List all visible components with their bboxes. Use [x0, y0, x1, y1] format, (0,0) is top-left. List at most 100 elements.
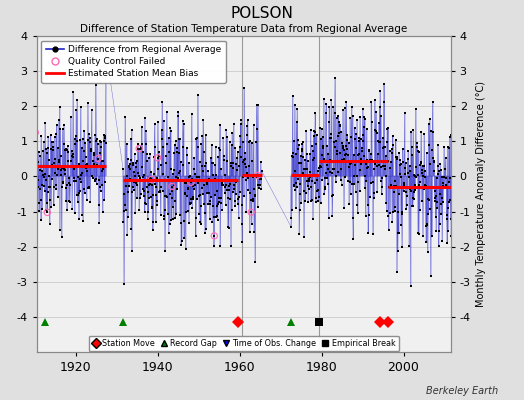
Point	[369, 190, 378, 196]
Point	[189, 196, 198, 202]
Point	[417, 159, 425, 165]
Point	[410, 196, 418, 203]
Point	[296, 181, 304, 188]
Point	[406, 186, 414, 192]
Point	[422, 150, 431, 157]
Point	[80, 148, 88, 155]
Point	[354, 178, 362, 185]
Point	[136, 174, 144, 181]
Point	[128, 247, 136, 254]
Point	[33, 191, 41, 197]
Point	[52, 122, 61, 128]
Point	[93, 181, 101, 187]
Point	[344, 152, 352, 158]
Point	[174, 170, 183, 176]
Point	[394, 248, 402, 254]
Point	[419, 173, 428, 180]
Point	[294, 176, 302, 182]
Point	[394, 209, 402, 215]
Point	[376, 139, 384, 146]
Point	[427, 272, 435, 279]
Point	[208, 160, 216, 166]
Point	[215, 147, 224, 153]
Point	[324, 150, 332, 157]
Point	[201, 230, 209, 236]
Point	[236, 120, 245, 127]
Point	[334, 119, 343, 125]
Point	[253, 126, 261, 132]
Point	[448, 172, 456, 178]
Point	[67, 163, 75, 169]
Point	[359, 138, 367, 144]
Point	[323, 181, 332, 187]
Point	[121, 114, 129, 120]
Point	[225, 183, 234, 189]
Point	[86, 135, 94, 141]
Point	[57, 171, 65, 178]
Point	[224, 225, 233, 232]
Point	[396, 157, 405, 164]
Point	[341, 174, 350, 180]
Point	[48, 139, 56, 145]
Point	[80, 127, 89, 134]
Point	[143, 158, 151, 164]
Point	[175, 136, 183, 142]
Point	[412, 164, 421, 170]
Point	[436, 161, 444, 167]
Point	[255, 184, 263, 191]
Point	[74, 192, 82, 198]
Point	[170, 166, 178, 173]
Point	[257, 175, 265, 182]
Point	[354, 210, 362, 217]
Point	[353, 172, 361, 179]
Point	[67, 148, 75, 155]
Point	[245, 138, 254, 145]
Point	[165, 149, 173, 155]
Point	[178, 178, 187, 184]
Point	[401, 165, 409, 172]
Point	[385, 164, 394, 171]
Point	[242, 209, 250, 216]
Point	[250, 228, 258, 235]
Point	[60, 140, 69, 147]
Point	[210, 243, 218, 249]
Point	[211, 162, 219, 169]
Point	[184, 185, 192, 192]
Point	[137, 145, 145, 152]
Point	[323, 143, 332, 150]
Point	[81, 140, 90, 146]
Point	[287, 215, 296, 221]
Point	[73, 97, 82, 104]
Point	[97, 144, 105, 150]
Point	[38, 206, 47, 212]
Point	[311, 129, 319, 136]
Point	[76, 136, 84, 143]
Point	[331, 75, 340, 81]
Point	[219, 135, 227, 142]
Point	[179, 162, 188, 169]
Point	[287, 224, 296, 230]
Point	[402, 206, 410, 212]
Point	[302, 128, 310, 134]
Point	[232, 179, 241, 185]
Point	[101, 179, 109, 185]
Point	[141, 201, 150, 207]
Point	[203, 179, 211, 186]
Point	[79, 218, 88, 224]
Point	[442, 212, 451, 218]
Point	[99, 209, 107, 215]
Point	[32, 169, 40, 176]
Point	[42, 207, 50, 213]
Point	[252, 139, 260, 145]
Point	[241, 150, 249, 156]
Point	[316, 200, 325, 206]
Point	[319, 134, 327, 140]
Point	[354, 152, 363, 158]
Point	[181, 246, 190, 252]
Point	[409, 203, 417, 209]
Point	[288, 152, 296, 159]
Point	[337, 165, 345, 172]
Point	[73, 138, 81, 144]
Point	[445, 178, 453, 185]
Point	[391, 178, 399, 184]
